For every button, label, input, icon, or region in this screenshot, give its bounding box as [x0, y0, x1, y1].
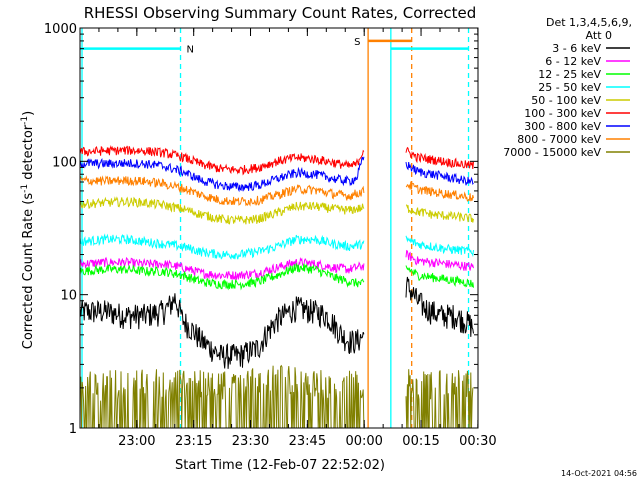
- series-trace-2-1: [405, 265, 474, 288]
- series-trace-4-0: [79, 196, 365, 225]
- series-trace-5-1: [405, 146, 474, 169]
- legend-label-4: 50 - 100 keV: [531, 94, 601, 107]
- series-trace-1-1: [405, 249, 474, 271]
- y-axis-label-mid: detector: [21, 124, 36, 184]
- series-300-800-kev: [79, 156, 474, 193]
- x-tick-label-6: 00:30: [459, 434, 496, 449]
- night-bar-label: N: [187, 45, 194, 56]
- series-trace-4-1: [405, 204, 474, 223]
- legend-label-5: 100 - 300 keV: [524, 107, 601, 120]
- legend-label-0: 3 - 6 keV: [552, 42, 601, 55]
- series-12-25-kev: [79, 262, 474, 291]
- chart-title: RHESSI Observing Summary Count Rates, Co…: [84, 4, 477, 22]
- legend-label-7: 800 - 7000 keV: [517, 133, 601, 146]
- series-800-7000-kev: [79, 175, 474, 207]
- series-50-100-kev: [79, 196, 474, 225]
- series-trace-8-1: [405, 369, 474, 429]
- series-trace-5-0: [79, 145, 365, 176]
- legend-label-8: 7000 - 15000 keV: [503, 146, 601, 159]
- x-tick-label-4: 00:00: [345, 434, 382, 449]
- series-trace-6-0: [79, 156, 365, 193]
- y-axis-label-main: Corrected Count Rate (s: [21, 193, 36, 350]
- plot-frame: [79, 27, 479, 429]
- x-tick-label-1: 23:15: [175, 434, 212, 449]
- y-axis-label: Corrected Count Rate (s-1 detector-1): [20, 111, 36, 349]
- series-trace-0-1: [405, 276, 474, 337]
- saa-bar-label: S: [354, 37, 360, 48]
- y-tick-label-1: 10: [60, 289, 77, 304]
- plot-area: NS: [79, 28, 474, 429]
- x-tick-label-0: 23:00: [118, 434, 155, 449]
- legend-header-line-2: Att 0: [586, 29, 612, 42]
- series-trace-3-0: [79, 233, 365, 260]
- legend-label-2: 12 - 25 keV: [538, 68, 601, 81]
- axes: 1 10 100 1000 23:00 23:15 23:30 23:45 00:00 00:15…: [44, 22, 497, 449]
- series-trace-7-0: [79, 175, 365, 207]
- series-6-12-kev: [79, 249, 474, 281]
- y-axis-label-sup1: -1: [20, 184, 30, 193]
- y-axis-label-end: ): [21, 111, 36, 116]
- x-tick-label-3: 23:45: [289, 434, 326, 449]
- series-trace-8-0: [79, 364, 365, 429]
- footer-date: 14-Oct-2021 04:56: [561, 469, 637, 478]
- series-trace-6-1: [405, 162, 474, 186]
- y-tick-label-0: 1: [69, 422, 77, 437]
- series-3-6-kev: [79, 276, 474, 369]
- series-7000-15000-kev: [79, 364, 474, 429]
- legend-label-3: 25 - 50 keV: [538, 81, 601, 94]
- x-tick-label-2: 23:30: [232, 434, 269, 449]
- series-100-300-kev: [79, 145, 474, 176]
- series-trace-2-0: [79, 262, 365, 291]
- y-tick-label-2: 100: [52, 155, 77, 170]
- x-axis-label: Start Time (12-Feb-07 22:52:02): [175, 458, 385, 473]
- series-trace-7-1: [405, 181, 474, 202]
- legend-label-1: 6 - 12 keV: [545, 55, 601, 68]
- series-trace-3-1: [405, 235, 474, 258]
- series-trace-0-0: [79, 293, 365, 369]
- legend-label-6: 300 - 800 keV: [524, 120, 601, 133]
- y-axis-label-sup2: -1: [20, 116, 30, 125]
- series-trace-1-0: [79, 256, 365, 281]
- y-tick-label-3: 1000: [44, 22, 77, 37]
- x-tick-label-5: 00:15: [402, 434, 439, 449]
- series-25-50-kev: [79, 233, 474, 260]
- legend-header-line-1: Det 1,3,4,5,6,9,: [546, 16, 632, 29]
